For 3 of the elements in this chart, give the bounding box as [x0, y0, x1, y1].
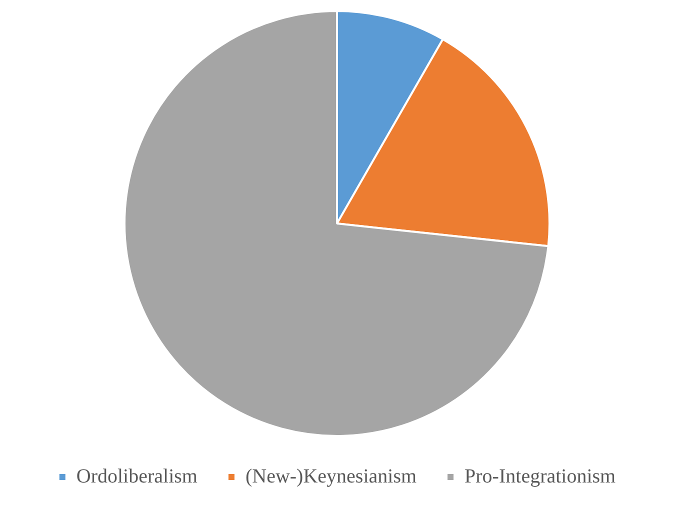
legend-label: Ordoliberalism [76, 465, 198, 488]
legend-label: (New-)Keynesianism [245, 465, 417, 488]
legend-label: Pro-Integrationism [464, 465, 616, 488]
